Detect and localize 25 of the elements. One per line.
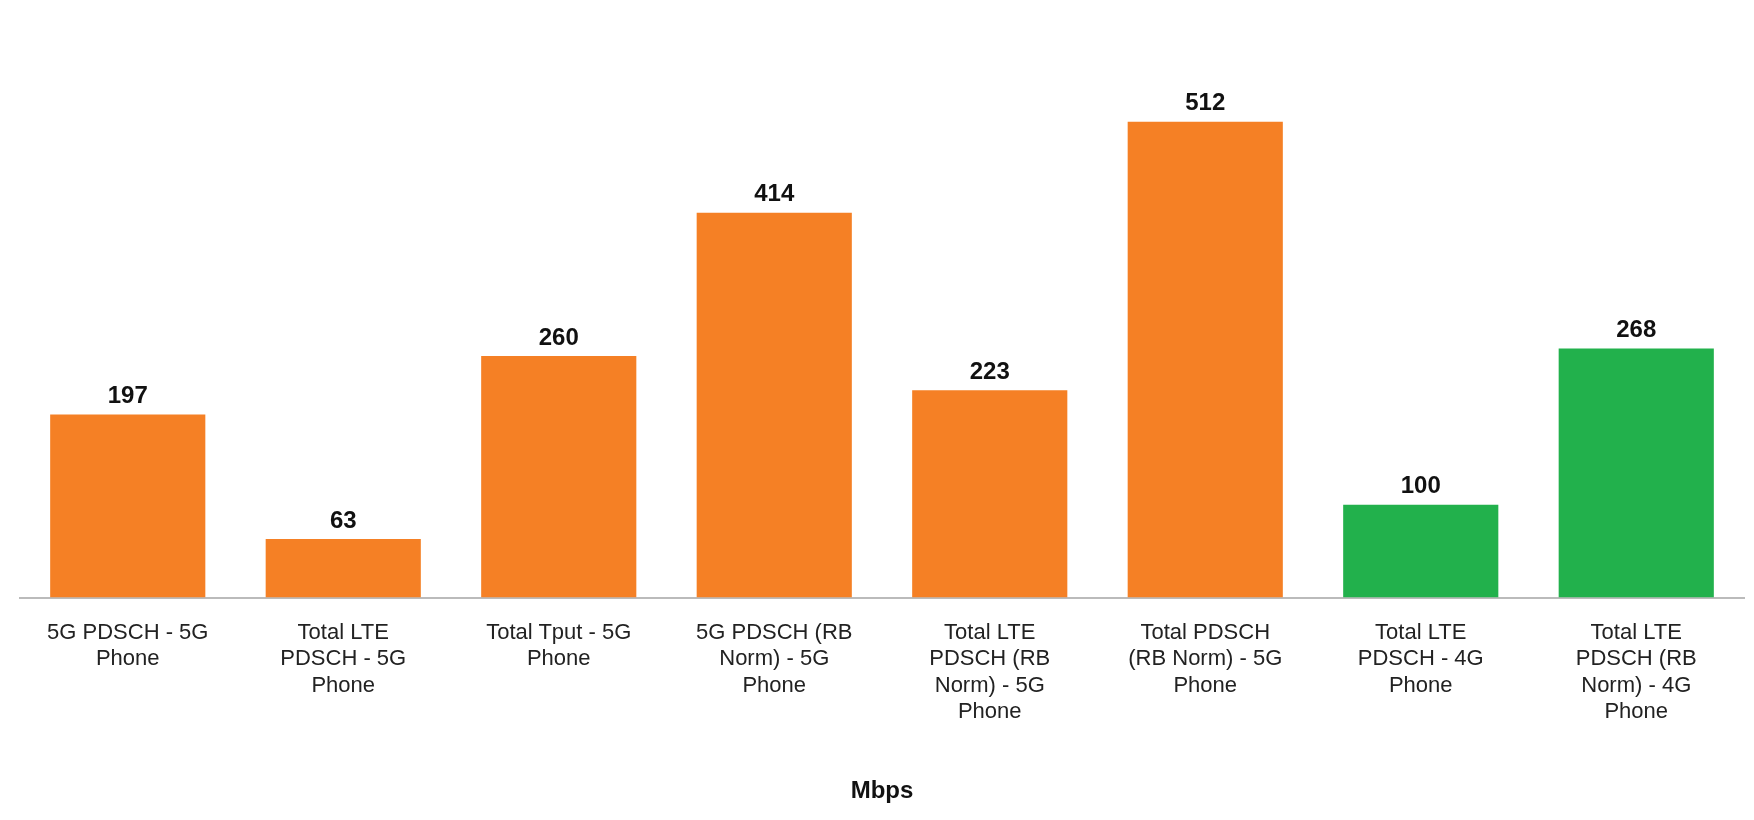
bar (50, 414, 206, 598)
data-label: 512 (1185, 88, 1226, 116)
bar (1558, 348, 1714, 598)
x-tick-label: 5G PDSCH (RB Norm) - 5G Phone (696, 618, 853, 697)
bar (696, 212, 852, 598)
bar (1343, 504, 1499, 598)
data-label: 63 (329, 505, 357, 533)
bar (481, 355, 637, 598)
bar (265, 539, 421, 598)
data-label: 260 (538, 322, 579, 350)
x-axis-title: Mbps (850, 776, 914, 804)
data-label: 414 (754, 179, 795, 207)
x-tick-label: 5G PDSCH - 5G Phone (47, 618, 209, 671)
x-tick-label: Total PDSCH (RB Norm) - 5G Phone (1128, 618, 1283, 697)
bar (1127, 121, 1283, 598)
data-label: 197 (107, 381, 148, 409)
data-label: 268 (1616, 315, 1657, 343)
x-tick-label: Total Tput - 5G Phone (486, 618, 632, 671)
x-tick-label: Total LTE PDSCH - 5G Phone (280, 618, 407, 697)
x-tick-label: Total LTE PDSCH (RB Norm) - 5G Phone (929, 618, 1051, 724)
bar (912, 390, 1068, 598)
data-label: 100 (1400, 471, 1441, 499)
x-tick-label: Total LTE PDSCH (RB Norm) - 4G Phone (1575, 618, 1697, 724)
x-tick-label: Total LTE PDSCH - 4G Phone (1357, 618, 1484, 697)
data-label: 223 (969, 356, 1010, 384)
